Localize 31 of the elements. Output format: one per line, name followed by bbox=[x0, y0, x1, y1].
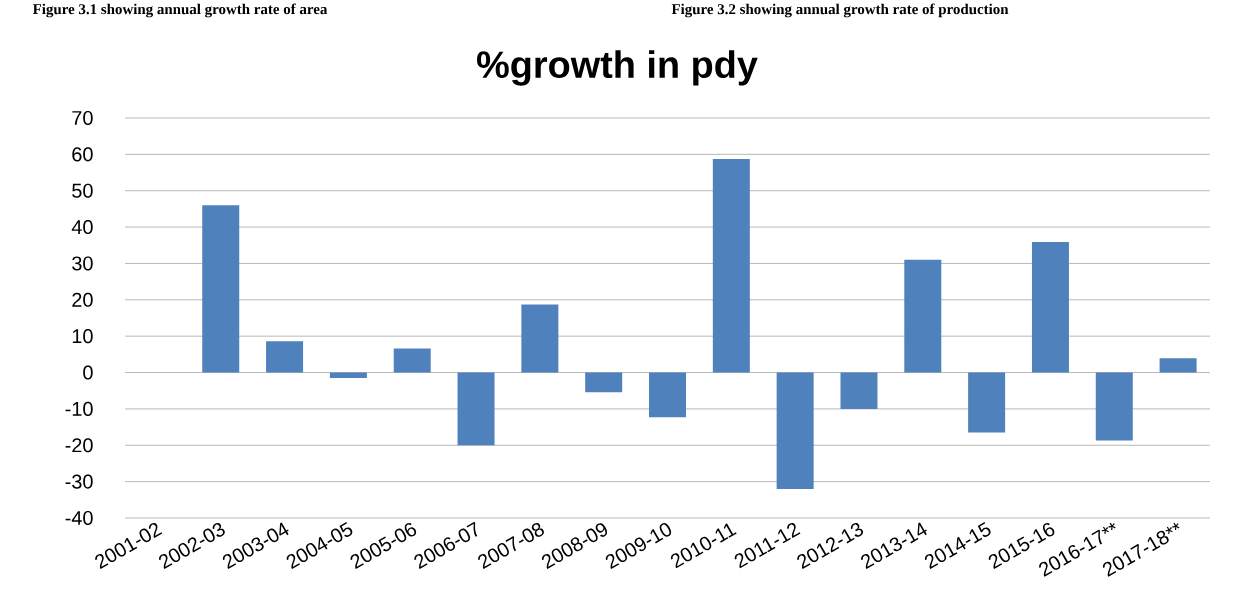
y-tick-label: -10 bbox=[65, 401, 93, 416]
y-tick-label: 30 bbox=[72, 256, 93, 271]
y-tick-label: 0 bbox=[83, 365, 93, 380]
y-tick-label: -20 bbox=[65, 438, 93, 453]
bar bbox=[904, 259, 942, 373]
bar bbox=[1031, 241, 1069, 373]
bar bbox=[393, 348, 431, 373]
bar bbox=[585, 372, 623, 393]
y-tick-label: 10 bbox=[72, 329, 93, 344]
bar bbox=[521, 304, 559, 373]
bar bbox=[1159, 358, 1197, 373]
bar bbox=[649, 372, 687, 418]
bar bbox=[457, 372, 495, 446]
y-tick-label: -30 bbox=[65, 474, 93, 489]
bar bbox=[840, 372, 878, 409]
y-tick-label: 60 bbox=[72, 147, 93, 162]
chart-title: %growth in pdy bbox=[477, 50, 758, 86]
bar bbox=[712, 159, 750, 373]
y-tick-label: 50 bbox=[72, 183, 93, 198]
caption: Figure 3.1 showing annual growth rate of area bbox=[32, 3, 328, 18]
y-tick-label: 40 bbox=[71, 220, 93, 235]
caption: Figure 3.2 showing annual growth rate of production bbox=[671, 3, 1009, 18]
bar bbox=[776, 372, 814, 489]
bar bbox=[1095, 372, 1133, 441]
bar bbox=[968, 372, 1006, 433]
y-tick-label: -40 bbox=[65, 510, 93, 526]
y-tick-label: 70 bbox=[72, 110, 93, 126]
bar bbox=[266, 341, 304, 373]
bar bbox=[329, 372, 367, 378]
y-tick-label: 20 bbox=[72, 292, 93, 307]
bar bbox=[202, 205, 240, 373]
